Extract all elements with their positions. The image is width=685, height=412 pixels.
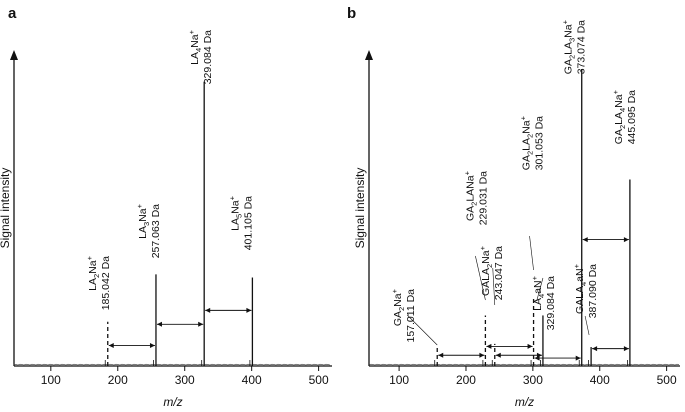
spacing-arrow-right-1: [198, 321, 204, 327]
peak-label-0: GA2​Na+​: [390, 288, 406, 326]
spacing-arrow-left-1: [156, 321, 162, 327]
x-tick-label-200: 200: [108, 373, 128, 387]
peak-label-2: GALA2​Na+​: [478, 245, 494, 296]
x-tick-label-100: 100: [41, 373, 61, 387]
x-tick-label-500: 500: [309, 373, 329, 387]
peak-label-3: LA5​Na+​: [227, 195, 243, 230]
panel-b: b 100 200 300 400 500 m/z Signal intensity GA2​N…: [347, 5, 680, 409]
peak-mass-1: 257.063 Da: [150, 204, 162, 258]
spacing-arrow-left-4: [582, 237, 588, 243]
peak-mass-1: 229.031 Da: [477, 171, 489, 225]
y-axis-arrow: [365, 50, 373, 60]
spacing-arrow-right-0: [149, 342, 155, 348]
spacing-arrow-right-1: [527, 343, 533, 349]
peak-label-0: LA2​Na+​: [85, 255, 101, 290]
spacing-arrow-left-2: [205, 307, 211, 313]
x-tick-label-300: 300: [175, 373, 195, 387]
peak-label-1: GA2​LANa+​: [462, 170, 478, 221]
peak-mass-3: 301.053 Da: [534, 116, 546, 170]
peak-mass-2: 329.084 Da: [202, 30, 214, 84]
panel-a: a 100 200 300 400 500 m/z Signal intensity LA2​N…: [0, 5, 332, 409]
x-tick-label-400: 400: [590, 373, 610, 387]
spacing-arrow-right-0: [479, 352, 485, 358]
x-axis-label: m/z: [163, 395, 182, 409]
peak-mass-3: 401.105 Da: [242, 196, 254, 250]
x-axis-label: m/z: [515, 395, 534, 409]
peak-label-7: GA2​LA4​Na+​: [611, 89, 627, 144]
spacing-arrow-right-4: [623, 237, 629, 243]
spacing-arrow-left-2: [495, 352, 501, 358]
spacing-arrow-left-5: [592, 346, 598, 352]
panel-label: b: [347, 5, 356, 22]
y-axis-arrow: [10, 50, 18, 60]
peak-label-4: LA4​aN+​: [530, 275, 546, 310]
x-tick-label-500: 500: [657, 373, 677, 387]
x-tick-label-400: 400: [242, 373, 262, 387]
peak-mass-6: 387.090 Da: [587, 264, 599, 318]
baseline-noise: [368, 363, 680, 366]
leader-line-0: [407, 314, 438, 346]
peak-label-2: LA4​Na+​: [187, 29, 203, 64]
spacing-arrow-left-1: [486, 343, 492, 349]
spacing-arrow-right-5: [623, 346, 629, 352]
spacing-arrow-left-0: [108, 342, 114, 348]
y-axis-label: Signal intensity: [353, 168, 367, 249]
leader-line-3: [529, 235, 534, 271]
peak-mass-7: 445.095 Da: [626, 90, 638, 144]
peak-label-1: LA3​Na+​: [135, 203, 151, 238]
leader-line-4: [536, 277, 544, 301]
spacing-arrow-right-2: [246, 307, 252, 313]
peak-label-6: GALA4​aN+​: [572, 263, 588, 314]
peak-label-5: GA2​LA3​Na+​: [561, 19, 577, 74]
leader-line-1: [475, 255, 486, 301]
leader-line-2: [492, 267, 496, 306]
baseline-noise: [13, 363, 331, 366]
peak-mass-2: 243.047 Da: [493, 246, 505, 300]
peak-mass-5: 373.074 Da: [576, 20, 588, 74]
x-tick-label-200: 200: [456, 373, 476, 387]
x-tick-label-100: 100: [389, 373, 409, 387]
peak-label-3: GA2​LA2​Na+​: [519, 115, 535, 170]
spacing-arrow-left-3: [534, 355, 540, 361]
peak-mass-0: 157.011 Da: [405, 289, 417, 343]
panel-label: a: [8, 5, 17, 22]
spacing-arrow-right-3: [575, 355, 581, 361]
peak-mass-4: 329.084 Da: [545, 276, 557, 330]
y-axis-label: Signal intensity: [0, 168, 12, 249]
spacing-arrow-left-0: [438, 352, 444, 358]
x-tick-label-300: 300: [523, 373, 543, 387]
peak-mass-0: 185.042 Da: [100, 256, 112, 310]
leader-line-5: [584, 315, 590, 336]
